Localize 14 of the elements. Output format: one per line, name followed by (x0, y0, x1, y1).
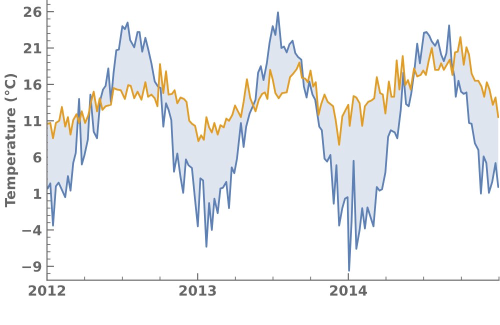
y-tick-label: −9 (22, 261, 42, 272)
y-tick-label: 21 (24, 42, 42, 54)
y-tick-label: 16 (24, 79, 42, 90)
x-tick-label: 2012 (28, 285, 66, 296)
line-series (47, 11, 499, 272)
y-tick-label: 6 (33, 152, 42, 163)
y-tick-label: 1 (34, 188, 42, 199)
y-axis-title: Temperature (°C) (4, 74, 18, 208)
x-tick-label: 2013 (179, 285, 216, 296)
line-series (47, 36, 499, 146)
y-tick-label: 26 (24, 6, 42, 18)
y-tick-label: 11 (24, 116, 42, 126)
y-tick-label: −4 (22, 225, 42, 236)
x-tick-label: 2014 (330, 285, 368, 296)
